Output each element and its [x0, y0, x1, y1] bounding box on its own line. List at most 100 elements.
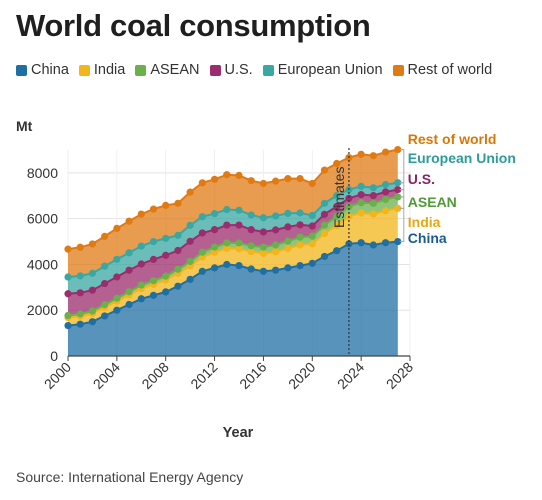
point-rest-of-world: [333, 159, 341, 168]
point-rest-of-world: [76, 243, 84, 251]
series-line-asean: [67, 195, 399, 317]
point-u-s-: [186, 237, 194, 245]
point-european-union: [113, 255, 121, 263]
point-india: [320, 229, 329, 238]
point-china: [76, 320, 84, 328]
point-rest-of-world: [137, 210, 145, 218]
point-asean: [137, 281, 145, 289]
point-rest-of-world: [235, 171, 243, 180]
point-rest-of-world: [113, 224, 121, 232]
point-u-s-: [64, 290, 72, 298]
point-india: [308, 240, 316, 248]
point-rest-of-world: [223, 171, 231, 179]
point-china: [198, 267, 206, 275]
point-rest-of-world: [174, 199, 182, 207]
point-asean: [76, 310, 84, 318]
point-india: [369, 210, 377, 218]
point-china: [320, 252, 329, 261]
point-u-s-: [369, 191, 377, 200]
point-european-union: [137, 242, 145, 250]
legend-label-china: China: [31, 62, 69, 78]
point-china: [247, 265, 255, 273]
point-asean: [88, 307, 97, 315]
point-rest-of-world: [210, 175, 219, 183]
point-asean: [186, 257, 194, 266]
point-china: [137, 295, 145, 303]
point-asean: [162, 272, 170, 280]
x-tick-label: 2012: [187, 359, 220, 392]
point-china: [235, 261, 243, 270]
legend-item-us: U.S.: [209, 62, 253, 78]
point-asean: [369, 199, 377, 207]
series-label-india: India: [408, 214, 441, 230]
point-rest-of-world: [394, 145, 402, 154]
point-asean: [357, 199, 365, 207]
point-rest-of-world: [64, 245, 72, 253]
point-india: [284, 244, 292, 253]
point-china: [125, 300, 133, 309]
point-rest-of-world: [149, 205, 158, 213]
point-u-s-: [320, 210, 329, 218]
point-asean: [210, 243, 219, 251]
point-india: [381, 207, 390, 215]
series-line-china: [67, 240, 398, 327]
point-asean: [345, 202, 353, 211]
y-tick-label: 4000: [27, 256, 58, 272]
legend-item-asean: ASEAN: [135, 62, 200, 78]
point-european-union: [259, 214, 268, 222]
point-asean: [308, 232, 316, 240]
point-european-union: [149, 237, 158, 246]
point-india: [259, 249, 268, 258]
point-china: [345, 240, 353, 248]
point-china: [149, 291, 158, 299]
point-india: [210, 248, 219, 256]
point-european-union: [235, 206, 243, 214]
point-china: [394, 237, 402, 246]
point-u-s-: [88, 286, 97, 294]
legend-swatch-eu: [262, 64, 274, 76]
bracket-india: [399, 207, 405, 243]
point-u-s-: [333, 202, 341, 211]
point-european-union: [357, 182, 365, 190]
point-european-union: [247, 211, 255, 219]
point-european-union: [223, 205, 231, 214]
point-u-s-: [308, 222, 316, 230]
point-china: [296, 261, 304, 270]
y-tick-label: 0: [50, 348, 58, 364]
point-asean: [235, 239, 243, 247]
point-u-s-: [296, 221, 304, 229]
legend: China India ASEAN U.S. European Union Re…: [16, 62, 502, 78]
point-rest-of-world: [259, 179, 268, 188]
area-india: [68, 208, 398, 326]
point-rest-of-world: [125, 217, 133, 225]
point-rest-of-world: [88, 240, 97, 248]
point-european-union: [186, 221, 194, 229]
point-china: [333, 247, 341, 255]
point-european-union: [88, 269, 97, 277]
point-european-union: [308, 211, 316, 220]
point-china: [210, 264, 219, 272]
point-china: [186, 275, 194, 283]
series-line-u-s-: [67, 188, 398, 295]
area-asean: [68, 196, 398, 318]
area-european-union: [68, 182, 398, 294]
point-european-union: [174, 231, 182, 239]
x-tick-label: 2024: [334, 359, 367, 392]
y-tick-label: 6000: [27, 211, 58, 227]
point-u-s-: [284, 223, 292, 231]
estimates-label: Estimates: [331, 167, 347, 228]
point-u-s-: [247, 226, 255, 234]
y-axis-unit: Mt: [16, 118, 33, 134]
point-u-s-: [345, 194, 353, 202]
point-china: [113, 306, 121, 314]
point-asean: [198, 248, 206, 256]
y-tick-label: 8000: [27, 165, 58, 181]
point-india: [223, 244, 231, 253]
point-india: [198, 253, 206, 261]
point-u-s-: [137, 260, 145, 268]
point-european-union: [198, 213, 206, 221]
point-india: [247, 248, 255, 256]
legend-item-eu: European Union: [262, 62, 383, 78]
point-european-union: [381, 180, 390, 189]
series-label-rest-of-world: Rest of world: [408, 131, 497, 147]
